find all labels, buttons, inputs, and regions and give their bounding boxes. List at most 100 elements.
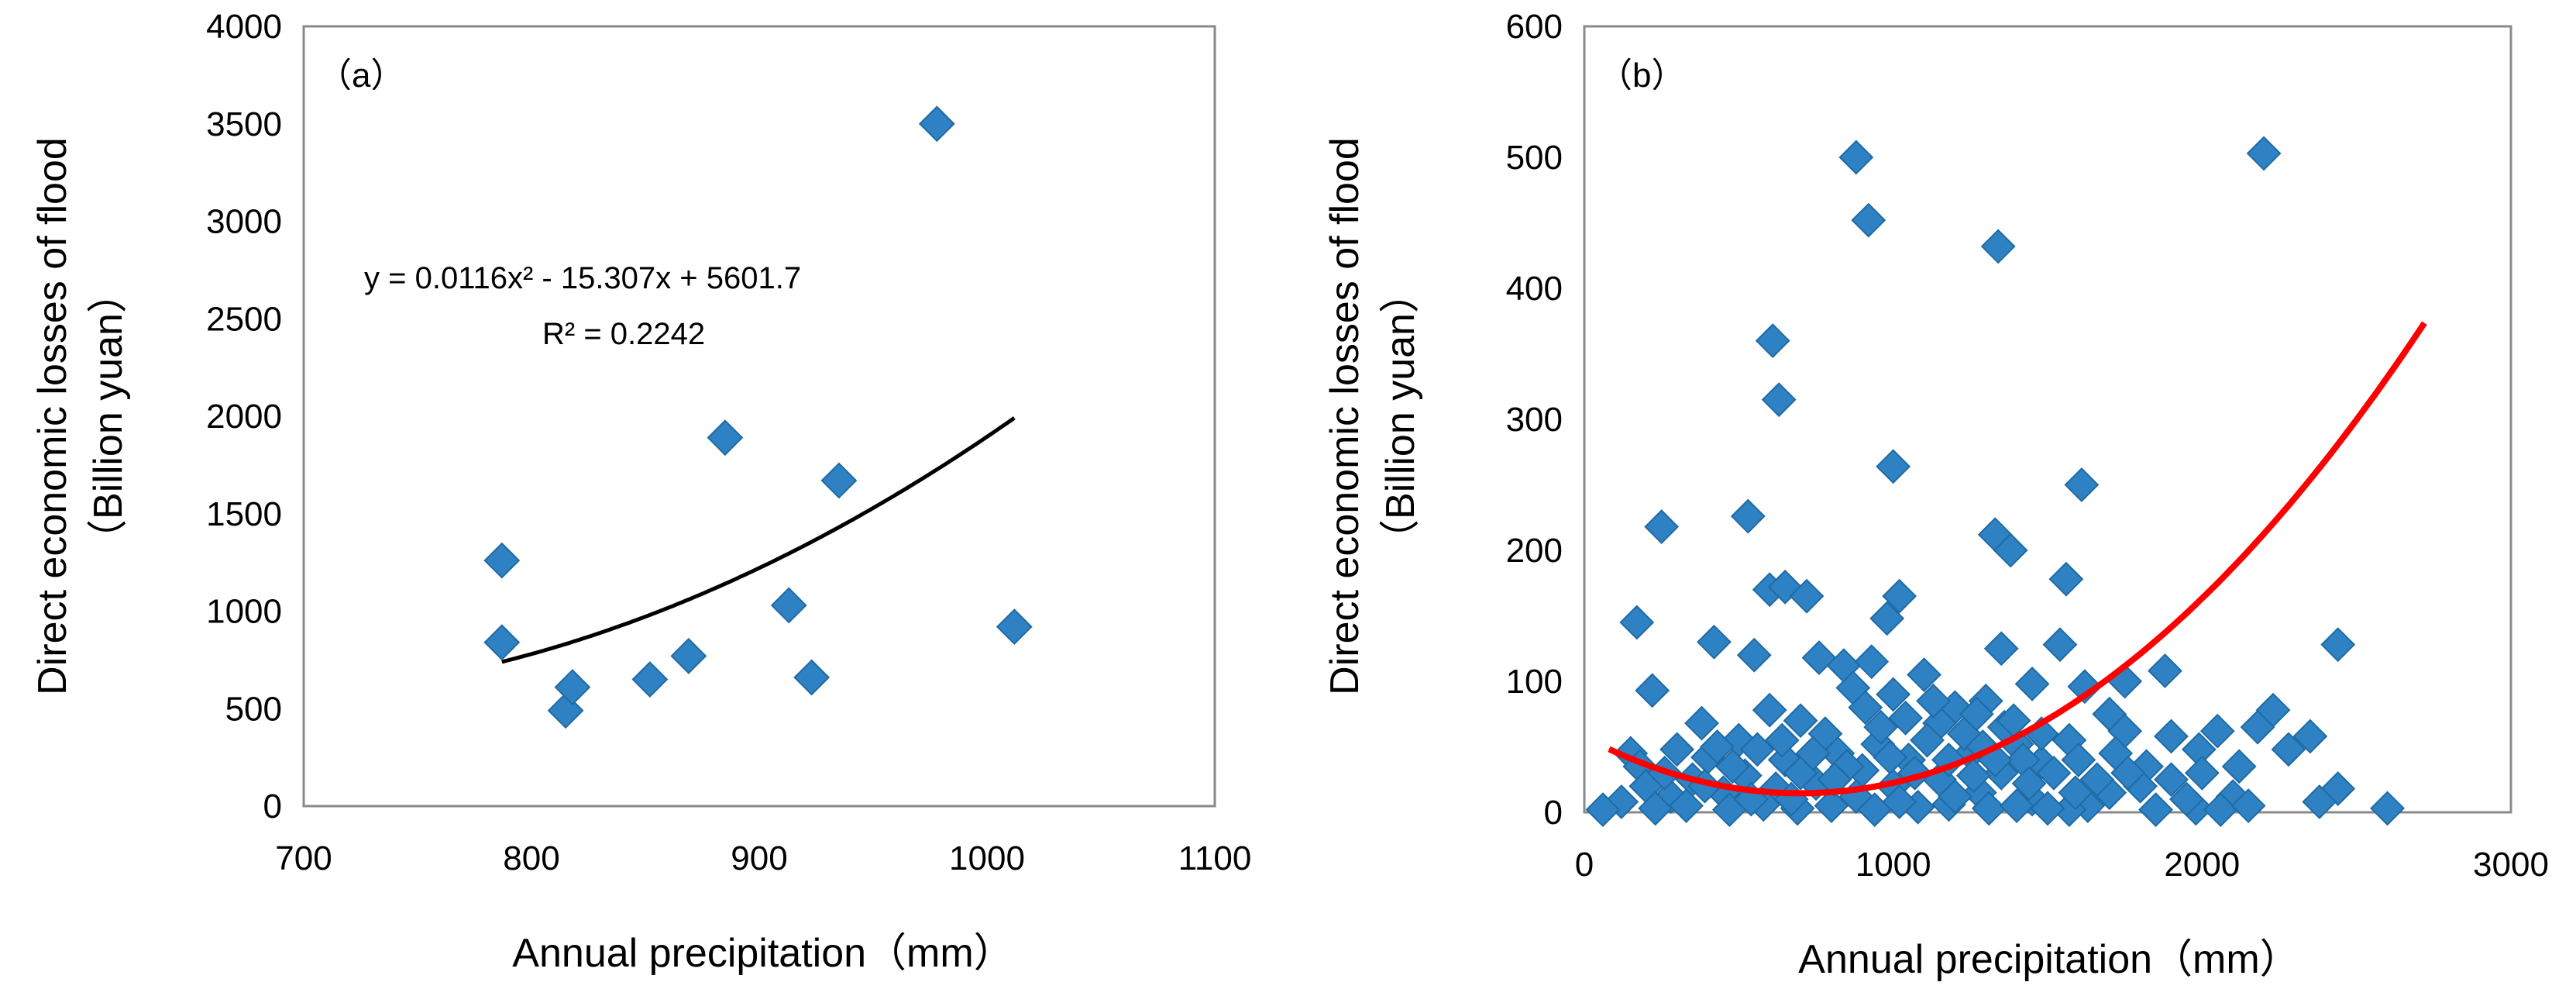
b-data-point — [2230, 788, 2266, 823]
a-y-tick-label: 2500 — [206, 300, 282, 338]
b-data-point — [2042, 627, 2078, 663]
b-data-point — [1714, 749, 1750, 784]
panel-b-trendline — [1608, 321, 2427, 797]
b-y-tick-label: 300 — [1506, 401, 1563, 439]
b-data-point — [2148, 653, 2182, 688]
b-data-point — [2011, 766, 2047, 801]
b-data-point — [1980, 229, 2016, 264]
b-data-point — [1783, 703, 1818, 739]
b-y-tick-label: 200 — [1506, 532, 1563, 570]
b-data-point — [1789, 578, 1825, 614]
panel-a-r-squared: R² = 0.2242 — [542, 317, 705, 351]
b-data-point — [1882, 578, 1917, 614]
a-x-tick-label: 900 — [731, 839, 787, 877]
b-data-point — [2061, 742, 2096, 777]
b-y-tick-label: 100 — [1506, 663, 1563, 701]
a-y-tick-label: 0 — [263, 787, 282, 825]
b-data-point — [1955, 758, 1991, 794]
b-data-point — [2154, 719, 2189, 754]
a-data-point — [631, 661, 669, 698]
b-y-tick-label: 600 — [1506, 8, 1563, 46]
b-data-point — [1814, 788, 1849, 823]
b-y-tick-label: 400 — [1506, 270, 1563, 308]
b-data-point — [1635, 673, 1670, 708]
b-data-point — [2030, 791, 2065, 826]
a-data-point — [554, 669, 591, 705]
a-data-point — [820, 462, 858, 499]
panel-b-x-axis-title: Annual precipitation（mm） — [1798, 937, 2299, 982]
b-data-point — [1801, 640, 1837, 675]
b-data-point — [1817, 762, 1852, 798]
a-x-tick-label: 1100 — [1178, 839, 1252, 877]
b-data-point — [1910, 722, 1945, 758]
b-data-point — [1761, 382, 1797, 418]
a-y-tick-label: 3000 — [206, 203, 282, 241]
panel-a-y-axis-title: Direct economic losses of flood — [30, 137, 75, 695]
b-data-point — [1937, 779, 1972, 815]
b-data-point — [2064, 467, 2100, 502]
panel-a-equation: y = 0.0116x² - 15.307x + 5601.7 — [364, 261, 801, 295]
b-data-point — [2168, 781, 2204, 817]
a-data-point — [707, 419, 744, 457]
a-data-point — [770, 587, 807, 624]
b-y-tick-label: 0 — [1544, 794, 1563, 832]
b-data-point — [1993, 532, 2028, 568]
a-x-tick-label: 1000 — [949, 839, 1025, 877]
panel-a-x-tick-labels: 700 800 900 1000 1100 — [275, 839, 1251, 877]
b-data-point — [2302, 784, 2337, 819]
panel-b-y-axis-title: Direct economic losses of flood — [1322, 137, 1367, 695]
a-data-point — [670, 637, 707, 674]
panel-a-x-axis-title: Annual precipitation（mm） — [512, 931, 1013, 976]
a-data-point — [793, 659, 831, 696]
b-data-point — [2058, 775, 2093, 811]
a-data-point — [996, 608, 1033, 646]
b-data-point — [1838, 140, 1874, 175]
panel-b-label: （b） — [1598, 57, 1685, 95]
b-x-tick-label: 3000 — [2473, 846, 2549, 884]
a-y-tick-label: 4000 — [206, 8, 282, 46]
a-data-point — [483, 542, 521, 579]
b-data-point — [2292, 719, 2328, 754]
b-data-point — [1752, 692, 1787, 728]
b-data-point — [1739, 732, 1775, 767]
b-data-point — [2271, 732, 2306, 767]
b-data-point — [1983, 631, 2019, 667]
a-x-tick-label: 800 — [503, 839, 559, 877]
b-data-point — [1897, 755, 1932, 791]
panel-a-plot-area — [302, 25, 1216, 808]
b-data-point — [2048, 561, 2084, 597]
b-data-point — [2110, 755, 2146, 791]
b-data-point — [2014, 666, 2050, 701]
b-data-point — [1916, 683, 1951, 719]
b-data-point — [2199, 713, 2235, 749]
b-data-point — [2221, 749, 2257, 784]
b-data-point — [2154, 762, 2189, 798]
b-data-point — [1851, 202, 1886, 238]
b-data-point — [2138, 792, 2173, 828]
a-y-tick-label: 500 — [225, 690, 282, 728]
panel-a-y-tick-labels: 0 500 1000 1500 2000 2500 3000 3500 4000 — [206, 8, 282, 825]
panel-a-points — [483, 105, 1033, 729]
a-data-point — [483, 624, 521, 661]
b-data-point — [1697, 624, 1732, 660]
b-data-point — [2184, 755, 2220, 791]
b-data-point — [1999, 788, 2034, 823]
b-data-point — [1907, 657, 1941, 692]
panel-b-y-axis-subtitle: （Billion yuan） — [1378, 273, 1423, 560]
a-y-tick-label: 1000 — [206, 593, 282, 631]
a-y-tick-label: 2000 — [206, 398, 282, 436]
b-data-point — [1730, 498, 1766, 534]
b-data-point — [1700, 729, 1735, 764]
panel-a: 0 500 1000 1500 2000 2500 3000 3500 4000 700 800 9… — [30, 8, 1251, 976]
b-data-point — [1619, 605, 1655, 640]
b-x-tick-label: 2000 — [2164, 846, 2240, 884]
b-data-point — [2246, 136, 2282, 171]
b-data-point — [1869, 601, 1905, 636]
panel-a-label: （a） — [318, 57, 404, 95]
b-data-point — [1854, 644, 1890, 680]
panel-b: 0 100 200 300 400 500 600 0 1000 2000 3000 （b） An… — [1322, 8, 2549, 982]
b-data-point — [1876, 677, 1911, 712]
b-data-point — [1888, 700, 1924, 736]
b-data-point — [1644, 509, 1680, 544]
a-x-tick-label: 700 — [275, 839, 332, 877]
